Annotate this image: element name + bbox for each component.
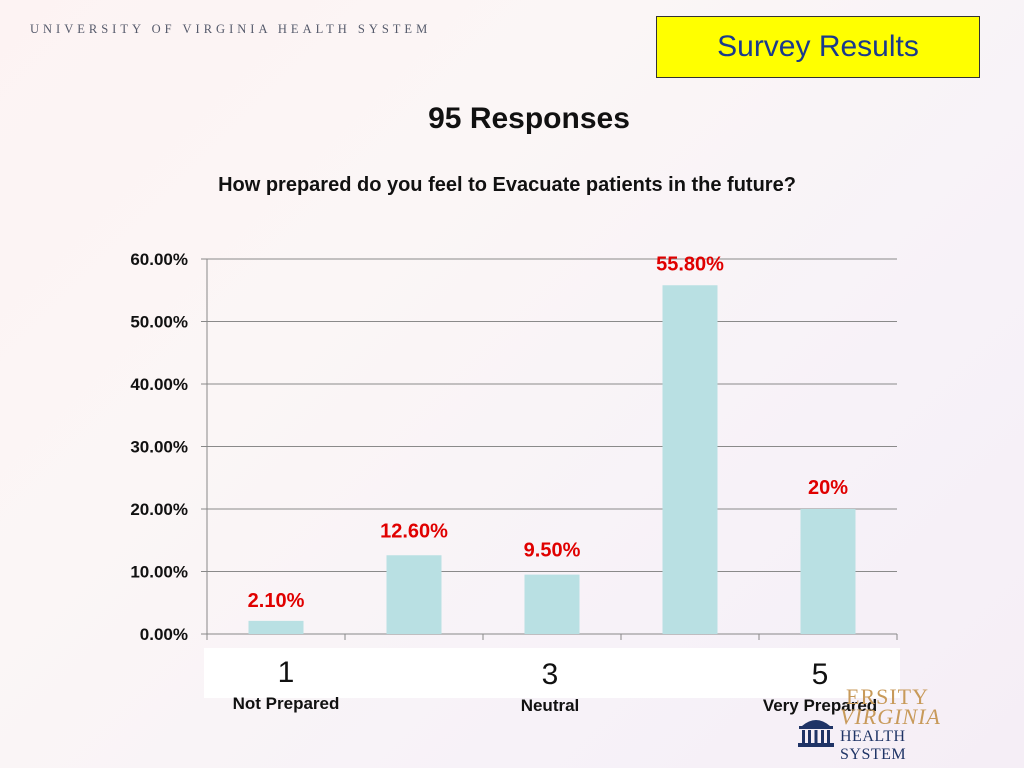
institution-header: UNIVERSITY OF VIRGINIA HEALTH SYSTEM [30,22,432,36]
x-annotation-1: 1 Not Prepared [206,656,366,714]
chart-title: How prepared do you feel to Evacuate pat… [218,174,796,196]
y-tick-label: 60.00% [130,250,188,269]
x-annotation-3: 3 Neutral [470,658,630,716]
data-label-1: 2.10% [248,590,305,612]
y-tick-label: 0.00% [140,625,188,644]
bar-4 [662,285,718,634]
bar-5 [800,509,856,634]
data-label-2: 12.60% [380,520,448,542]
bar-3 [524,574,580,634]
uva-health-logo: ERSITY VIRGINIA HEALTH SYSTEM [796,684,976,763]
x-annotation-text: Not Prepared [232,694,340,713]
y-tick-label: 50.00% [130,313,188,332]
x-axis-annotation-panel [204,648,900,698]
rotunda-icon [798,720,834,747]
x-annotation-text: Very Prepared [762,696,878,715]
logo-line-3: HEALTH SYSTEM [840,728,907,763]
y-tick-label: 30.00% [130,438,188,457]
data-label-5: 20% [808,477,848,499]
x-annotation-number: 5 [811,658,829,691]
x-annotation-number: 3 [541,658,559,691]
y-tick-label: 10.00% [130,563,188,582]
data-label-3: 9.50% [524,540,581,562]
x-annotation-text: Neutral [520,696,580,715]
survey-results-badge: Survey Results [656,16,980,78]
x-annotation-number: 1 [277,656,295,689]
logo-line-1: ERSITY [846,684,929,709]
bar-2 [386,555,442,634]
y-tick-label: 40.00% [130,375,188,394]
data-label-4: 55.80% [656,253,724,275]
responses-count: 95 Responses [428,102,630,135]
logo-line-2: VIRGINIA [840,704,941,729]
badge-title: Survey Results [717,30,919,63]
bar-1 [248,620,304,634]
x-annotation-5: 5 Very Prepared [740,658,900,716]
y-tick-label: 20.00% [130,500,188,519]
